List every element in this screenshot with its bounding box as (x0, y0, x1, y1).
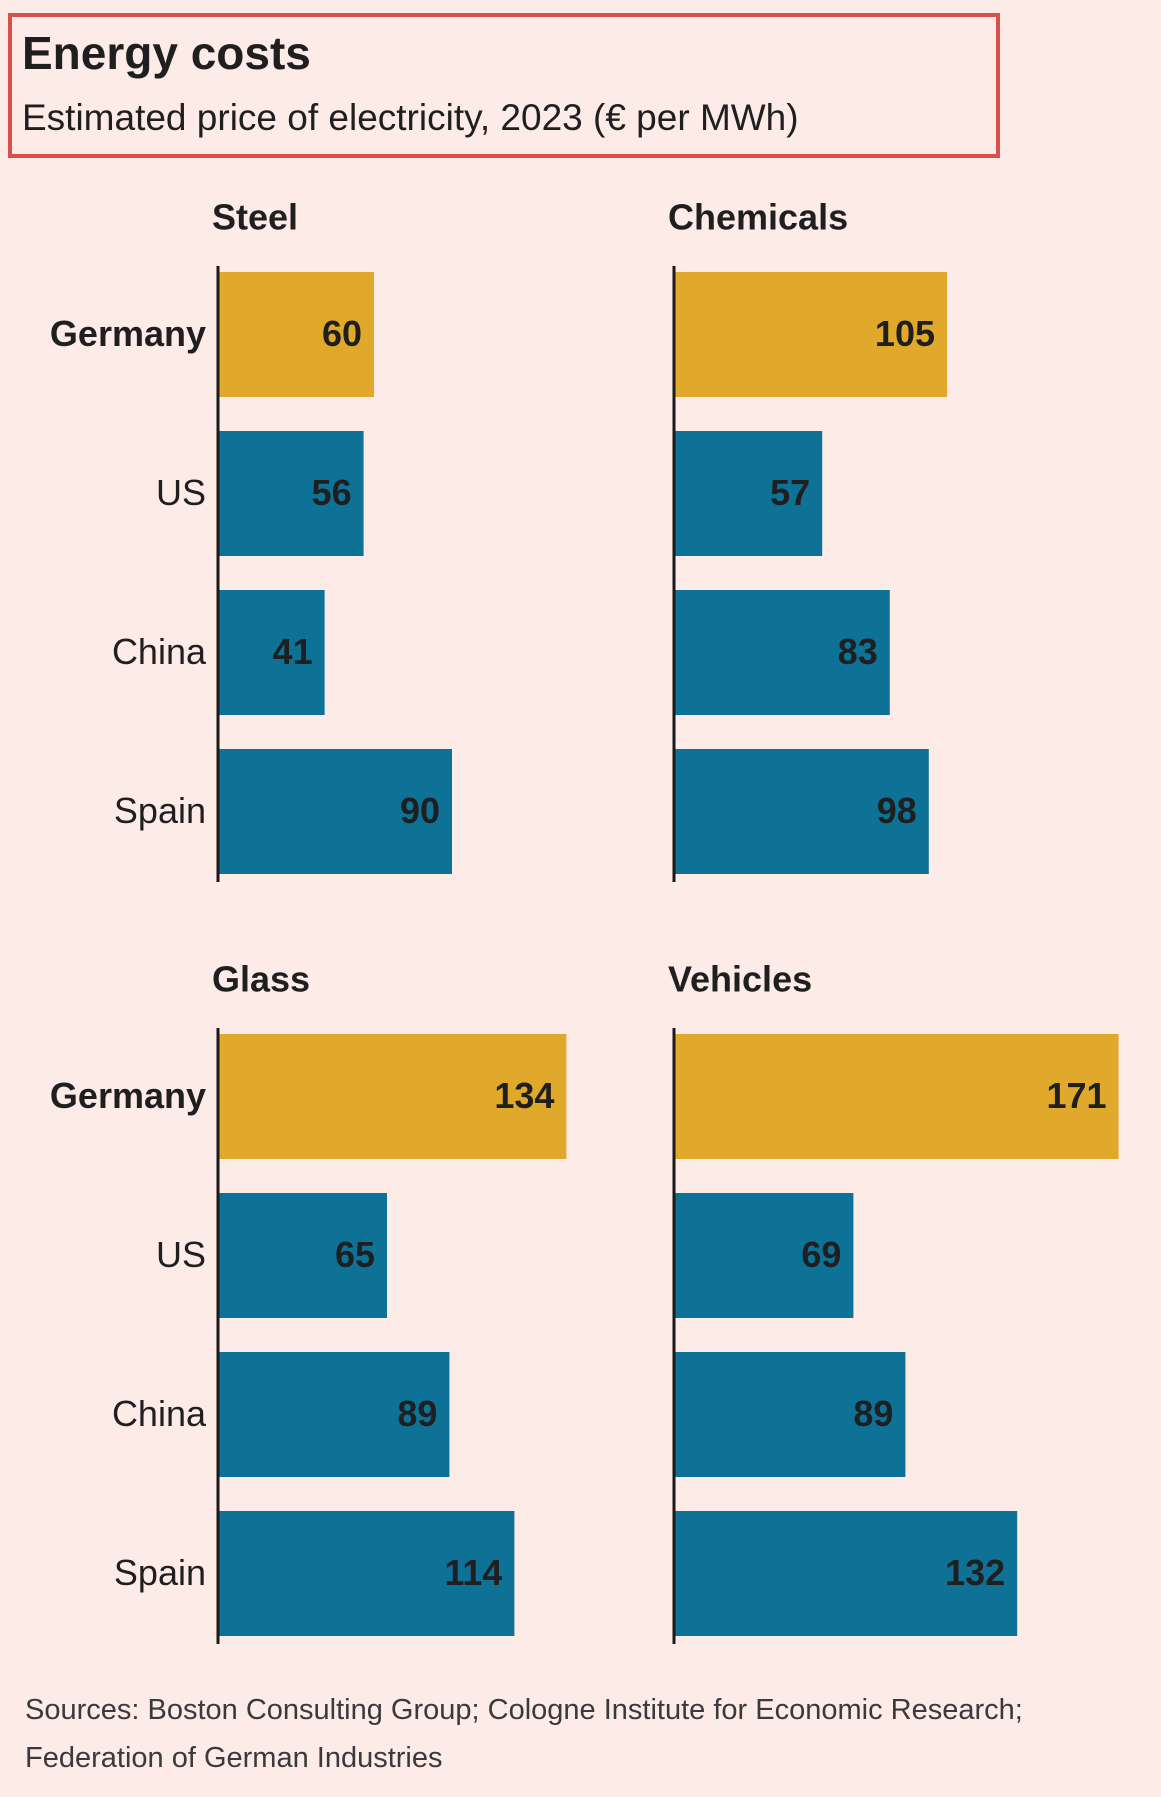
bar (218, 1352, 450, 1477)
value-label: 134 (494, 1075, 554, 1116)
category-label: US (156, 1234, 206, 1275)
bar (674, 431, 823, 556)
bar (674, 1193, 854, 1318)
category-label: US (156, 472, 206, 513)
value-label: 114 (444, 1552, 502, 1593)
bar (218, 431, 364, 556)
chart-title: Energy costs (22, 27, 311, 79)
bar (674, 749, 929, 874)
value-label: 60 (322, 313, 362, 354)
bar (674, 1034, 1119, 1159)
bar (218, 590, 325, 715)
source-note: Sources: Boston Consulting Group; Cologn… (25, 1694, 1023, 1774)
value-label: 69 (801, 1234, 841, 1275)
category-label: Spain (114, 1552, 206, 1593)
category-label: China (112, 1393, 207, 1434)
panel-title: Glass (212, 959, 310, 1000)
bar (218, 272, 374, 397)
bar (674, 1352, 906, 1477)
title-box (8, 13, 1000, 158)
category-label: Spain (114, 790, 206, 831)
value-label: 89 (397, 1393, 437, 1434)
panel-title: Chemicals (668, 197, 848, 238)
bar (218, 1034, 567, 1159)
value-label: 56 (312, 472, 352, 513)
category-label: Germany (50, 1075, 206, 1116)
value-label: 98 (877, 790, 917, 831)
bar (674, 1511, 1018, 1636)
chart-subtitle: Estimated price of electricity, 2023 (€ … (22, 97, 799, 138)
value-label: 89 (853, 1393, 893, 1434)
value-label: 132 (945, 1552, 1005, 1593)
value-label: 83 (838, 631, 878, 672)
category-label: China (112, 631, 207, 672)
bar (674, 590, 890, 715)
value-label: 57 (770, 472, 810, 513)
value-label: 105 (875, 313, 935, 354)
panel-title: Vehicles (668, 959, 812, 1000)
value-label: 171 (1047, 1075, 1107, 1116)
panel-title: Steel (212, 197, 298, 238)
value-label: 65 (335, 1234, 375, 1275)
category-label: Germany (50, 313, 206, 354)
value-label: 41 (273, 631, 313, 672)
bar (218, 1193, 387, 1318)
value-label: 90 (400, 790, 440, 831)
bar (674, 272, 947, 397)
bar (218, 1511, 515, 1636)
bar (218, 749, 452, 874)
